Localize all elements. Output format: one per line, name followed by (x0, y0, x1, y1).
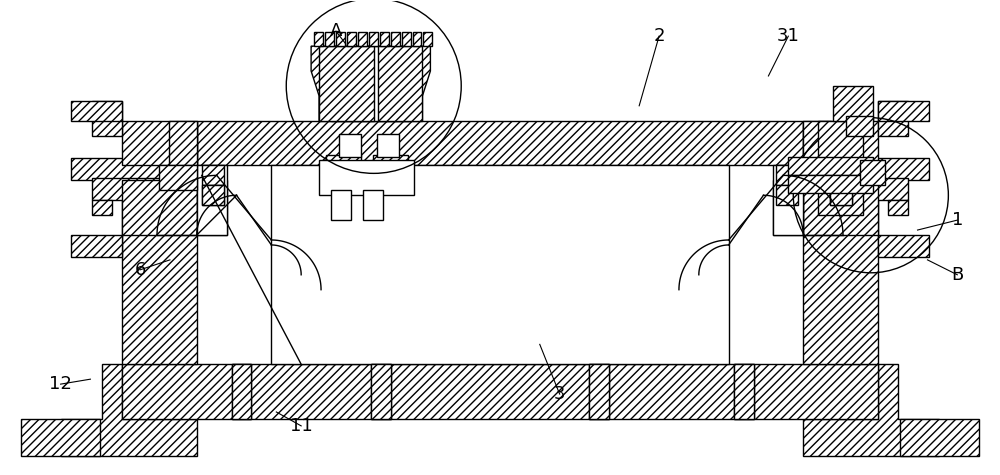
Bar (838, 200, 858, 215)
Bar (197, 165, 227, 235)
Bar (232, 364, 251, 419)
Bar (803, 159, 929, 180)
Text: 11: 11 (290, 417, 313, 435)
Bar (803, 165, 841, 190)
Bar (803, 121, 878, 165)
Bar (369, 32, 378, 46)
Text: B: B (951, 266, 963, 284)
Bar (818, 121, 863, 165)
Bar (776, 165, 798, 185)
Text: 31: 31 (777, 27, 800, 45)
Text: 6: 6 (134, 261, 146, 279)
Bar (423, 32, 432, 46)
Bar (371, 364, 391, 419)
Bar (380, 32, 389, 46)
Bar (734, 364, 754, 419)
Bar (331, 190, 351, 220)
Bar (830, 183, 852, 205)
Bar (833, 161, 863, 171)
Bar (830, 183, 852, 205)
Bar (314, 32, 323, 46)
Bar (92, 101, 122, 135)
Bar (860, 161, 885, 185)
Bar (371, 364, 391, 419)
Bar (325, 32, 334, 46)
Bar (788, 158, 873, 175)
Bar (71, 235, 122, 257)
Bar (773, 165, 803, 235)
Bar (878, 101, 929, 121)
Bar (788, 175, 873, 193)
Text: 1: 1 (952, 211, 963, 229)
Bar (122, 180, 197, 235)
Bar (122, 121, 197, 165)
Bar (202, 185, 224, 205)
Bar (92, 178, 197, 200)
Text: 12: 12 (49, 375, 72, 393)
Bar (413, 32, 421, 46)
Bar (589, 364, 609, 419)
Bar (197, 121, 803, 165)
Bar (71, 159, 197, 180)
Text: 2: 2 (653, 27, 665, 45)
Bar (347, 32, 356, 46)
Bar (271, 165, 729, 364)
Bar (773, 180, 803, 235)
Bar (202, 165, 224, 185)
Bar (373, 155, 408, 190)
Bar (377, 133, 399, 158)
Bar (878, 235, 929, 257)
Bar (21, 419, 100, 456)
Bar (341, 135, 359, 155)
Bar (331, 46, 411, 121)
Bar (878, 101, 908, 135)
Bar (803, 180, 878, 235)
Bar (339, 133, 361, 158)
Bar (803, 178, 908, 200)
Bar (319, 46, 374, 121)
Bar (202, 185, 224, 205)
Bar (169, 121, 197, 165)
Bar (846, 116, 873, 135)
Bar (818, 171, 863, 215)
Bar (378, 46, 422, 121)
Bar (358, 32, 367, 46)
Bar (363, 190, 383, 220)
Bar (833, 86, 873, 121)
Bar (197, 180, 227, 235)
Text: 3: 3 (554, 385, 565, 403)
Bar (888, 200, 908, 215)
Bar (776, 185, 798, 205)
Bar (326, 155, 361, 190)
Bar (71, 101, 122, 121)
Polygon shape (803, 364, 939, 456)
Bar (142, 200, 162, 215)
Bar (232, 364, 251, 419)
Bar (803, 121, 831, 165)
Bar (589, 364, 609, 419)
Bar (900, 419, 979, 456)
Bar (122, 165, 197, 364)
Bar (336, 32, 345, 46)
Bar (319, 161, 414, 195)
Bar (391, 32, 400, 46)
Polygon shape (61, 364, 197, 456)
Bar (734, 364, 754, 419)
Bar (122, 364, 878, 419)
Text: A: A (330, 22, 342, 40)
Bar (159, 165, 197, 190)
Polygon shape (311, 46, 430, 121)
Bar (402, 32, 411, 46)
Bar (92, 200, 112, 215)
Bar (803, 165, 878, 364)
Bar (379, 135, 397, 155)
